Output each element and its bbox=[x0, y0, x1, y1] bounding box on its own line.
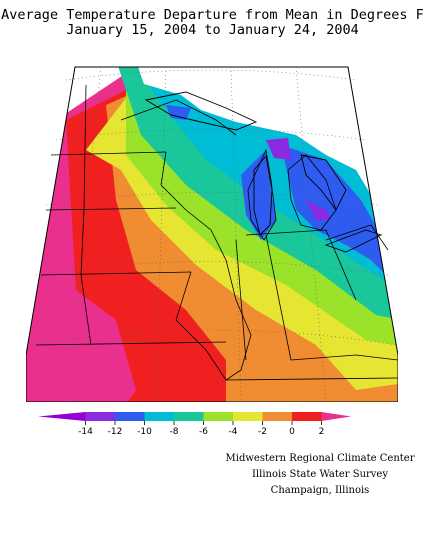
legend-swatch bbox=[321, 412, 351, 421]
legend-swatch bbox=[292, 412, 322, 421]
credit-isws: Illinois State Water Survey bbox=[251, 469, 388, 480]
temperature-departure-map bbox=[26, 66, 398, 402]
legend-tick-label: -2 bbox=[258, 427, 267, 437]
legend-ticks: -14 -12 -10 -8 -6 -4 -2 0 2 bbox=[78, 421, 324, 437]
band-minus12-east bbox=[281, 145, 386, 275]
graticule bbox=[27, 66, 397, 402]
band-minus12-superior bbox=[166, 105, 191, 120]
legend-tick-label: -12 bbox=[108, 427, 123, 437]
legend-tick-label: 2 bbox=[319, 427, 325, 437]
legend-swatch bbox=[233, 412, 263, 421]
great-lakes bbox=[144, 91, 383, 253]
map-frame bbox=[26, 66, 398, 402]
map-date-range: January 15, 2004 to January 24, 2004 bbox=[66, 22, 359, 38]
legend-swatch bbox=[174, 412, 204, 421]
band-minus14-upper bbox=[266, 138, 291, 160]
lake-superior bbox=[144, 91, 258, 131]
lake-erie bbox=[324, 229, 383, 253]
legend-tick-label: -8 bbox=[170, 427, 179, 437]
legend-bar bbox=[38, 412, 351, 421]
color-legend: -14 -12 -10 -8 -6 -4 -2 0 2 bbox=[38, 412, 351, 437]
legend-tick-label: -6 bbox=[199, 427, 208, 437]
legend-tick-label: 0 bbox=[289, 427, 295, 437]
legend-swatch bbox=[115, 412, 145, 421]
legend-tick-label: -14 bbox=[78, 427, 93, 437]
state-borders bbox=[35, 84, 398, 381]
map-title: Average Temperature Departure from Mean … bbox=[1, 7, 424, 23]
legend-tick-label: -4 bbox=[229, 427, 238, 437]
no-data-area bbox=[138, 67, 371, 195]
credit-location: Champaign, Illinois bbox=[270, 485, 370, 496]
temperature-bands bbox=[26, 67, 398, 402]
legend-swatch bbox=[144, 412, 175, 421]
legend-swatch bbox=[38, 412, 86, 421]
credit-mrcc: Midwestern Regional Climate Center bbox=[225, 453, 415, 464]
lake-michigan bbox=[253, 154, 273, 236]
legend-swatch bbox=[262, 412, 293, 421]
legend-swatch bbox=[85, 412, 116, 421]
legend-swatch bbox=[203, 412, 234, 421]
band-minus12-lake-michigan bbox=[241, 150, 276, 240]
legend-tick-label: -10 bbox=[137, 427, 152, 437]
band-minus14-michigan bbox=[306, 200, 331, 220]
lake-huron bbox=[300, 154, 347, 211]
